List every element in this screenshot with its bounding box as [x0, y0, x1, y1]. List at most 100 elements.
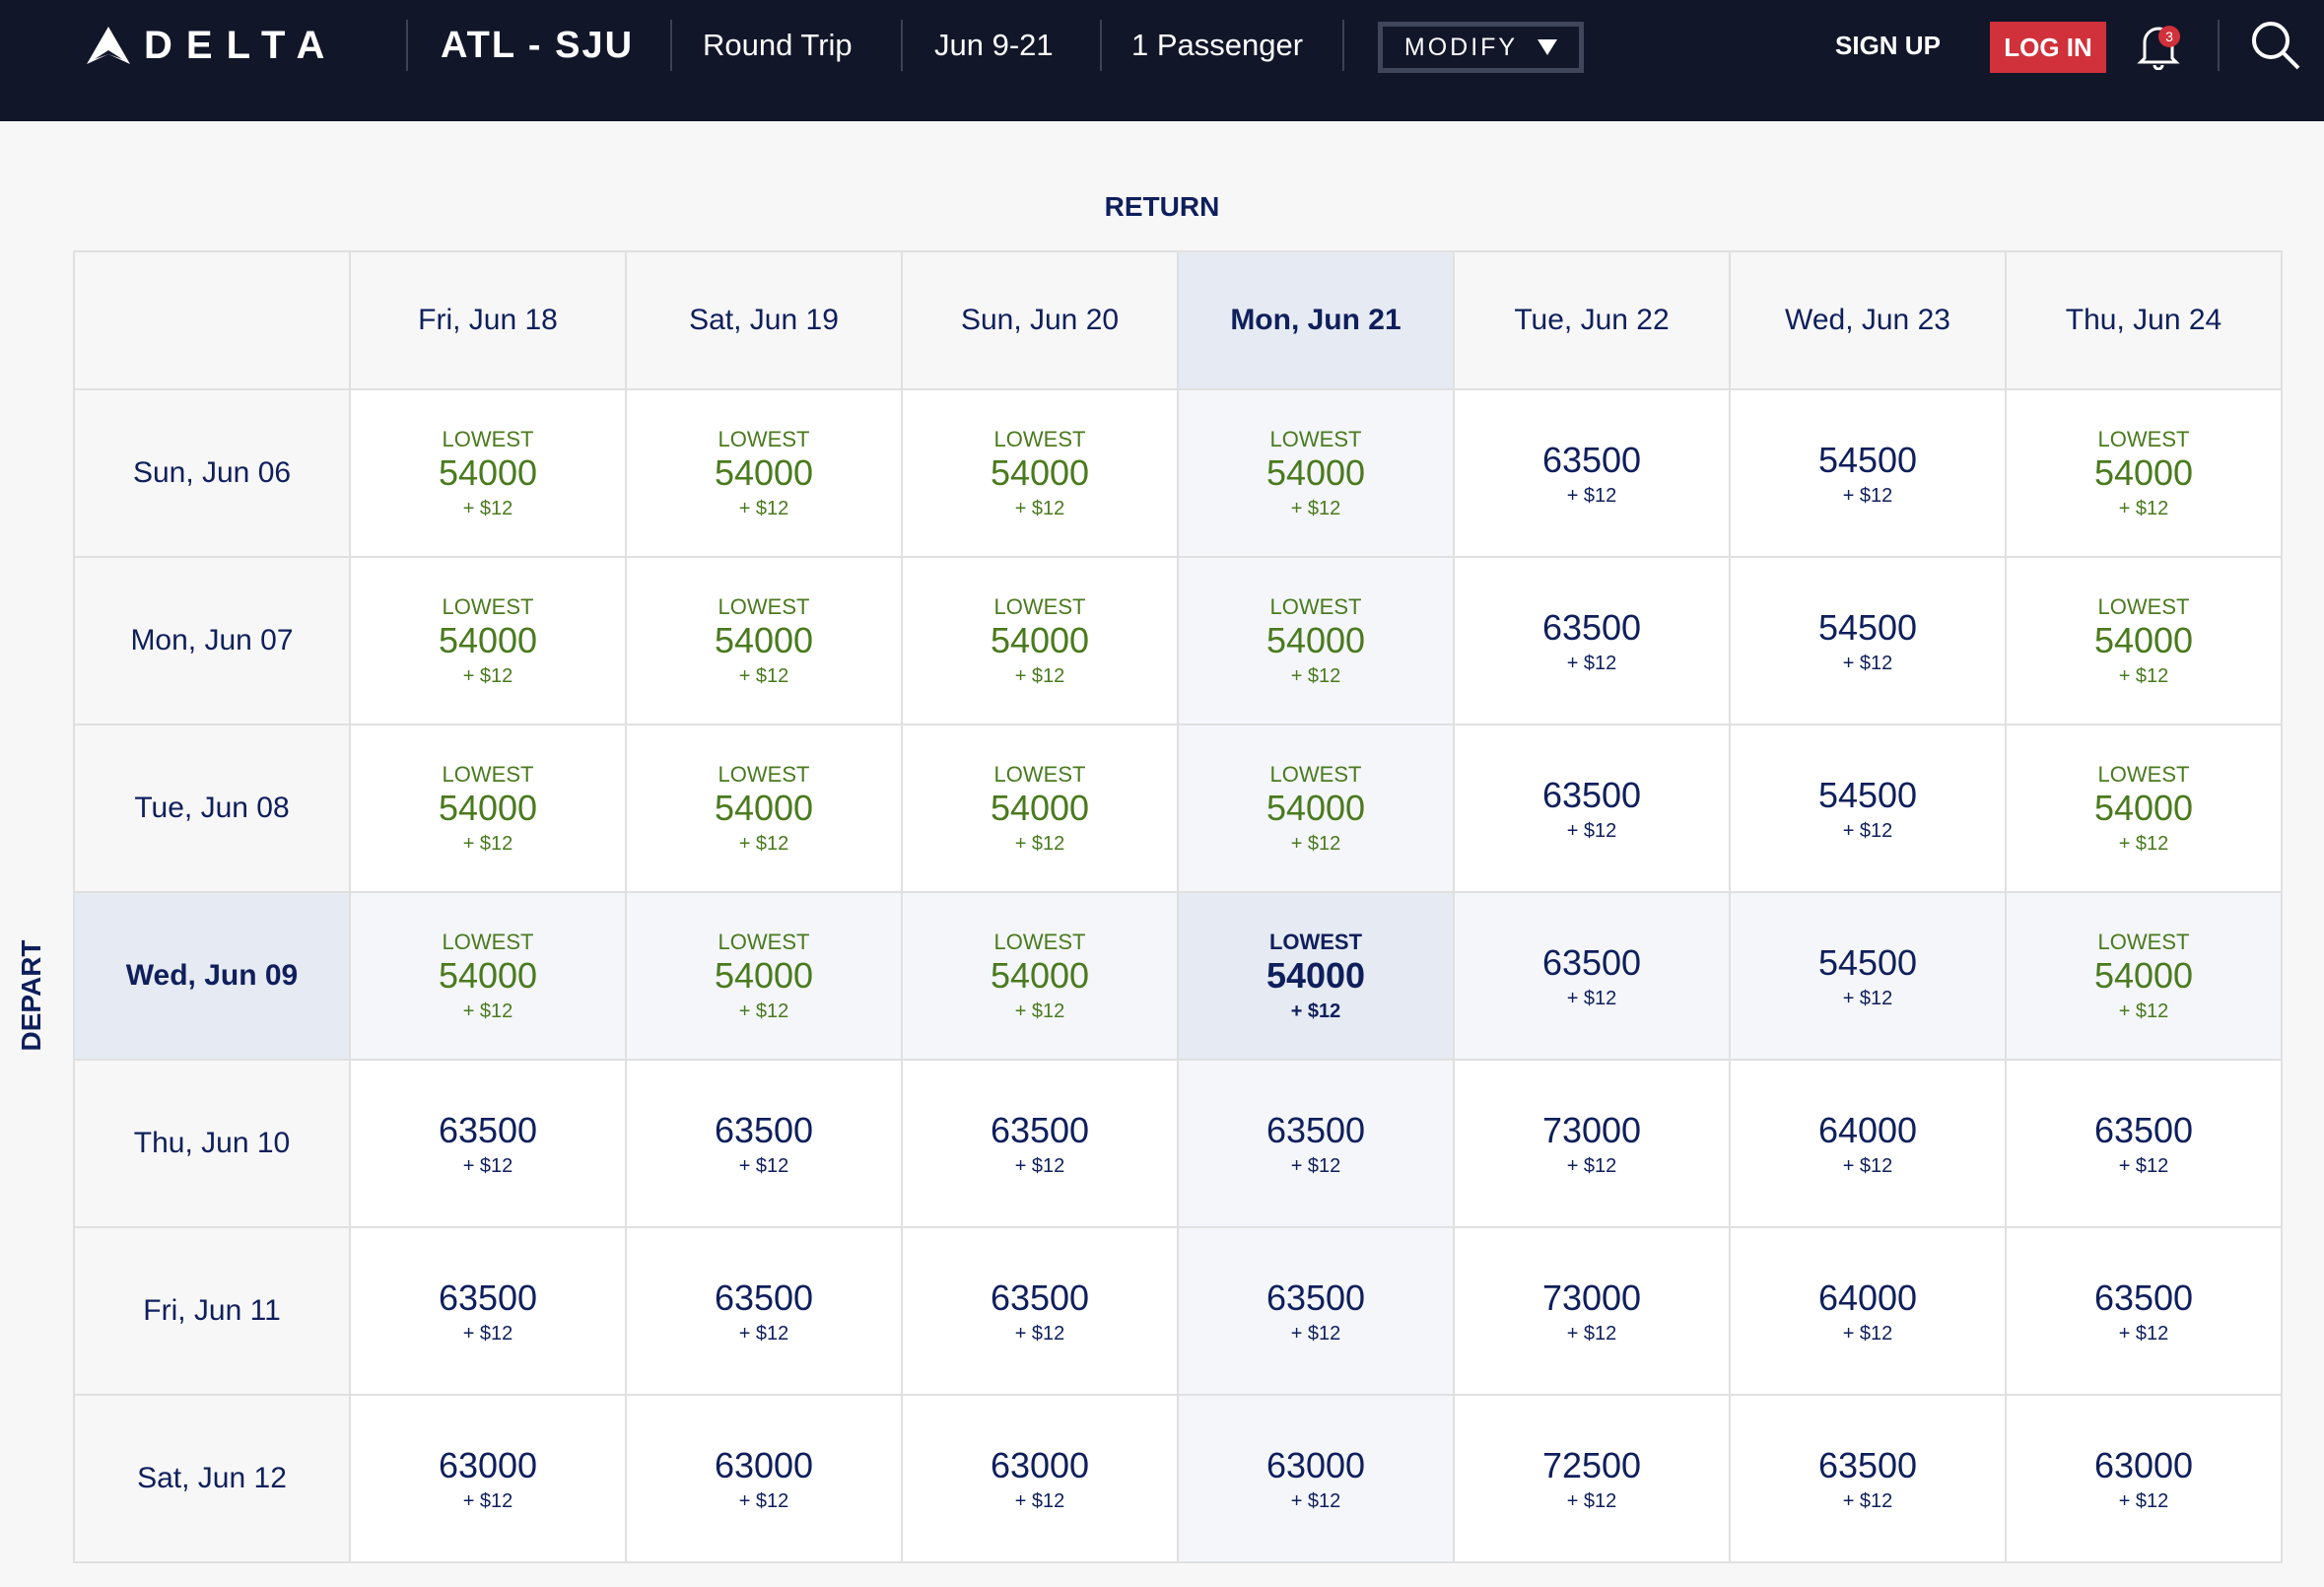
divider: [406, 20, 408, 71]
return-label: RETURN: [1104, 191, 1220, 222]
fare-cell[interactable]: 63500 + $12: [2007, 1228, 2283, 1396]
fee-value: + $12: [1842, 652, 1893, 674]
depart-label: DEPART: [16, 939, 46, 1052]
fare-cell[interactable]: LOWEST 54000 + $12: [627, 725, 903, 893]
fee-value: + $12: [1290, 1000, 1341, 1022]
fee-value: + $12: [1566, 652, 1617, 674]
fare-cell[interactable]: LOWEST 54000 + $12: [2007, 558, 2283, 725]
fare-cell[interactable]: LOWEST 54000 + $12: [1179, 725, 1455, 893]
fare-cell[interactable]: LOWEST 54000 + $12: [903, 558, 1179, 725]
miles-value: 54500: [1817, 774, 1918, 815]
fee-value: + $12: [1014, 1000, 1065, 1022]
lowest-label: LOWEST: [1269, 593, 1362, 619]
miles-value: 54000: [2093, 954, 2194, 996]
fare-cell[interactable]: 64000 + $12: [1731, 1061, 2007, 1228]
fare-cell[interactable]: LOWEST 54000 + $12: [903, 390, 1179, 558]
modify-button[interactable]: MODIFY: [1378, 22, 1584, 73]
fare-cell[interactable]: 54500 + $12: [1731, 725, 2007, 893]
fare-cell[interactable]: LOWEST 54000 + $12: [903, 725, 1179, 893]
miles-value: 63500: [1265, 1109, 1366, 1150]
miles-value: 54000: [990, 787, 1090, 828]
fare-cell[interactable]: 63500 + $12: [1455, 390, 1731, 558]
fare-cell[interactable]: LOWEST 54000 + $12: [2007, 390, 2283, 558]
fare-cell[interactable]: 64000 + $12: [1731, 1228, 2007, 1396]
fare-cell[interactable]: LOWEST 54000 + $12: [627, 893, 903, 1061]
divider: [901, 20, 903, 71]
fee-value: + $12: [1842, 484, 1893, 507]
fee-value: + $12: [738, 1322, 789, 1345]
miles-value: 54000: [714, 954, 814, 996]
miles-value: 63000: [1265, 1444, 1366, 1485]
fare-cell[interactable]: LOWEST 54000 + $12: [1179, 893, 1455, 1061]
fare-cell[interactable]: 63000 + $12: [627, 1396, 903, 1563]
fee-value: + $12: [462, 1154, 513, 1177]
fee-value: + $12: [1566, 1322, 1617, 1345]
fare-cell[interactable]: 73000 + $12: [1455, 1228, 1731, 1396]
delta-logo[interactable]: DELTA: [87, 0, 338, 91]
fare-cell[interactable]: 63500 + $12: [1731, 1396, 2007, 1563]
sign-up-link[interactable]: SIGN UP: [1835, 30, 1941, 60]
fee-value: + $12: [462, 1322, 513, 1345]
fare-cell[interactable]: 54500 + $12: [1731, 558, 2007, 725]
fare-cell[interactable]: LOWEST 54000 + $12: [627, 558, 903, 725]
lowest-label: LOWEST: [993, 761, 1086, 787]
fare-cell[interactable]: 63500 + $12: [903, 1061, 1179, 1228]
route: ATL - SJU: [441, 24, 635, 66]
fare-cell[interactable]: LOWEST 54000 + $12: [903, 893, 1179, 1061]
fee-value: + $12: [462, 832, 513, 855]
delta-logo-icon: [87, 27, 130, 64]
fare-cell[interactable]: LOWEST 54000 + $12: [1179, 390, 1455, 558]
fare-cell[interactable]: 63000 + $12: [2007, 1396, 2283, 1563]
fare-cell[interactable]: 63500 + $12: [1455, 893, 1731, 1061]
fee-value: + $12: [2118, 497, 2169, 519]
modify-label: MODIFY: [1403, 33, 1519, 61]
fare-cell[interactable]: 63500 + $12: [351, 1061, 627, 1228]
miles-value: 64000: [1817, 1109, 1918, 1150]
fee-value: + $12: [738, 1154, 789, 1177]
fare-cell[interactable]: LOWEST 54000 + $12: [1179, 558, 1455, 725]
fare-cell[interactable]: 63500 + $12: [627, 1228, 903, 1396]
fare-cell[interactable]: 63500 + $12: [1455, 558, 1731, 725]
notifications-button[interactable]: 3: [2137, 0, 2180, 91]
depart-date-header: Mon, Jun 07: [75, 558, 351, 725]
fare-cell[interactable]: LOWEST 54000 + $12: [2007, 893, 2283, 1061]
fare-cell[interactable]: 63500 + $12: [1179, 1228, 1455, 1396]
fare-cell[interactable]: LOWEST 54000 + $12: [351, 893, 627, 1061]
fare-cell[interactable]: 63500 + $12: [1179, 1061, 1455, 1228]
lowest-label: LOWEST: [442, 593, 534, 619]
fare-cell[interactable]: 72500 + $12: [1455, 1396, 1731, 1563]
fee-value: + $12: [1290, 832, 1341, 855]
trip-type: Round Trip: [703, 28, 853, 62]
fare-cell[interactable]: 63500 + $12: [351, 1228, 627, 1396]
fare-cell[interactable]: 63500 + $12: [2007, 1061, 2283, 1228]
miles-value: 54000: [438, 451, 538, 493]
fee-value: + $12: [462, 664, 513, 687]
search-button[interactable]: [2250, 0, 2301, 91]
fare-cell[interactable]: 54500 + $12: [1731, 390, 2007, 558]
fare-cell[interactable]: LOWEST 54000 + $12: [351, 725, 627, 893]
fee-value: + $12: [1014, 1489, 1065, 1512]
return-date-header: Sun, Jun 20: [903, 252, 1179, 390]
fee-value: + $12: [1566, 1154, 1617, 1177]
fare-cell[interactable]: LOWEST 54000 + $12: [627, 390, 903, 558]
fare-cell[interactable]: LOWEST 54000 + $12: [2007, 725, 2283, 893]
fare-cell[interactable]: 63000 + $12: [1179, 1396, 1455, 1563]
miles-value: 54000: [714, 451, 814, 493]
fare-cell[interactable]: 63000 + $12: [903, 1396, 1179, 1563]
fare-cell[interactable]: 63500 + $12: [1455, 725, 1731, 893]
fare-cell[interactable]: 63500 + $12: [627, 1061, 903, 1228]
fare-cell[interactable]: 54500 + $12: [1731, 893, 2007, 1061]
fare-cell[interactable]: 73000 + $12: [1455, 1061, 1731, 1228]
fee-value: + $12: [1290, 497, 1341, 519]
miles-value: 63500: [1541, 439, 1642, 480]
fare-cell[interactable]: 63000 + $12: [351, 1396, 627, 1563]
fare-cell[interactable]: LOWEST 54000 + $12: [351, 390, 627, 558]
log-in-button[interactable]: LOG IN: [1990, 22, 2106, 73]
fee-value: + $12: [1014, 664, 1065, 687]
fare-cell[interactable]: 63500 + $12: [903, 1228, 1179, 1396]
depart-date-header: Thu, Jun 10: [75, 1061, 351, 1228]
miles-value: 54000: [438, 787, 538, 828]
miles-value: 63500: [2093, 1109, 2194, 1150]
lowest-label: LOWEST: [718, 426, 810, 451]
fare-cell[interactable]: LOWEST 54000 + $12: [351, 558, 627, 725]
